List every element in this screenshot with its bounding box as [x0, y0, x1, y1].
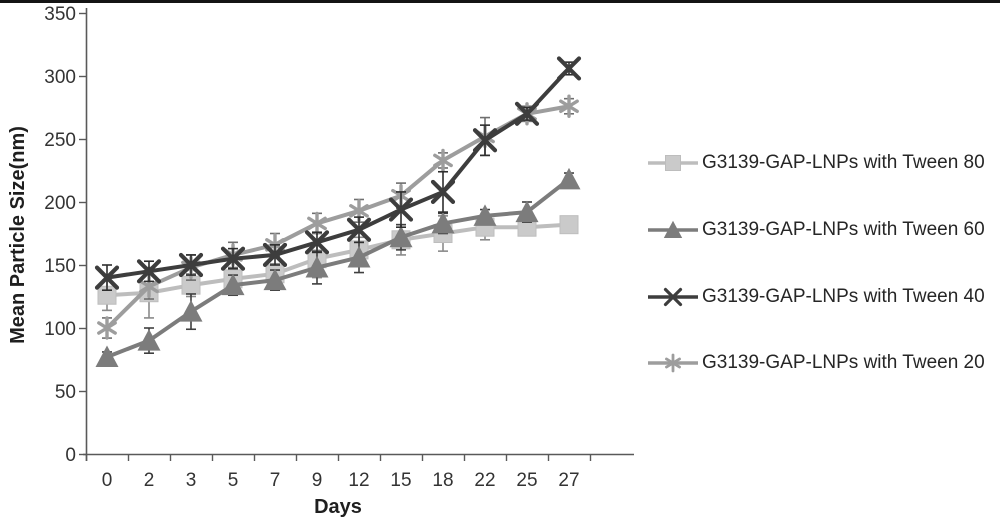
svg-text:18: 18: [432, 470, 453, 491]
legend-label: G3139-GAP-LNPs with Tween 60: [702, 219, 985, 240]
legend-label: G3139-GAP-LNPs with Tween 80: [702, 152, 985, 173]
svg-text:50: 50: [55, 382, 76, 403]
svg-text:100: 100: [44, 319, 76, 340]
svg-text:27: 27: [558, 470, 579, 491]
legend-marker-square-icon: [648, 155, 698, 171]
svg-text:200: 200: [44, 193, 76, 214]
svg-text:250: 250: [44, 130, 76, 151]
x-axis-title: Days: [314, 496, 362, 518]
legend-item-tween-20: G3139-GAP-LNPs with Tween 20: [646, 348, 985, 378]
chart-legend: G3139-GAP-LNPs with Tween 80 G3139-GAP-L…: [646, 0, 1000, 531]
svg-text:7: 7: [270, 470, 281, 491]
legend-label: G3139-GAP-LNPs with Tween 40: [702, 286, 985, 307]
svg-text:12: 12: [348, 470, 369, 491]
series-3: [97, 94, 579, 340]
svg-text:22: 22: [474, 470, 495, 491]
svg-text:150: 150: [44, 256, 76, 277]
legend-marker-triangle-icon: [648, 220, 698, 238]
svg-text:0: 0: [65, 445, 76, 466]
svg-text:5: 5: [228, 470, 239, 491]
svg-text:3: 3: [186, 470, 197, 491]
svg-text:25: 25: [516, 470, 537, 491]
legend-item-tween-80: G3139-GAP-LNPs with Tween 80: [646, 148, 985, 178]
legend-marker-x-icon: [648, 287, 698, 307]
svg-text:15: 15: [390, 470, 411, 491]
series-2: [94, 56, 582, 292]
legend-item-tween-60: G3139-GAP-LNPs with Tween 60: [646, 215, 985, 245]
y-axis-title: Mean Particle Size(nm): [7, 126, 29, 344]
svg-text:2: 2: [144, 470, 155, 491]
svg-text:300: 300: [44, 67, 76, 88]
svg-text:9: 9: [312, 470, 323, 491]
legend-marker-asterisk-icon: [648, 353, 698, 373]
legend-item-tween-40: G3139-GAP-LNPs with Tween 40: [646, 282, 985, 312]
svg-text:350: 350: [44, 4, 76, 25]
figure-top-border: [0, 0, 1000, 3]
svg-text:0: 0: [102, 470, 113, 491]
legend-label: G3139-GAP-LNPs with Tween 20: [702, 352, 985, 373]
